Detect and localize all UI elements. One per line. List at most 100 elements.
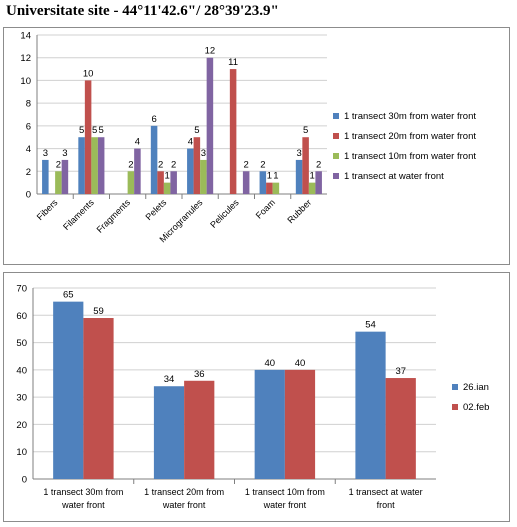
chart-legend-dates: 26.ian 02.feb: [452, 377, 489, 417]
data-label-26-ian-3: 54: [365, 320, 376, 331]
bar-26-ian-0: [53, 301, 84, 479]
x-category-label-filaments: Filaments: [61, 197, 96, 232]
bar-02-feb-1: [184, 380, 215, 479]
bar-1-transect-at-water-front-1: [97, 137, 105, 194]
legend-label: 1 transect 10m from water front: [344, 150, 476, 162]
data-label-1-transect-30m-from-water-front-7: 3: [296, 148, 301, 159]
y-tick-label: 12: [20, 53, 31, 64]
data-label-1-transect-at-water-front-2: 4: [135, 137, 140, 148]
data-label-1-transect-30m-from-water-front-1: 5: [79, 125, 84, 136]
page-title: Universitate site - 44°11'42.6"/ 28°39'2…: [6, 3, 279, 19]
bar-1-transect-30m-from-water-front-4: [187, 148, 194, 194]
bar-1-transect-30m-from-water-front-3: [150, 125, 158, 194]
y-tick-label: 40: [16, 365, 27, 376]
legend-item-1-transect-30m-from-water-front: 1 transect 30m from water front: [333, 106, 476, 126]
bar-1-transect-20m-from-water-front-3: [157, 171, 164, 194]
data-label-1-transect-30m-from-water-front-3: 6: [151, 114, 156, 125]
legend-item-26-ian: 26.ian: [452, 377, 489, 397]
bar-1-transect-10m-from-water-front-7: [308, 182, 316, 194]
data-label-02-feb-0: 59: [93, 306, 104, 317]
legend-label: 26.ian: [463, 381, 489, 393]
y-tick-label: 14: [20, 31, 31, 42]
y-tick-label: 8: [26, 99, 31, 110]
y-tick-label: 20: [16, 420, 27, 431]
bar-1-transect-30m-from-water-front-0: [42, 159, 49, 194]
y-tick-label: 6: [26, 121, 31, 132]
y-tick-label: 0: [22, 475, 27, 486]
bar-1-transect-20m-from-water-front-6: [266, 182, 273, 194]
bar-02-feb-2: [284, 369, 316, 479]
y-tick-label: 4: [26, 144, 31, 155]
y-tick-label: 70: [16, 284, 27, 295]
x-category-label-rubber: Rubber: [285, 197, 313, 225]
data-label-1-transect-30m-from-water-front-6: 2: [260, 159, 265, 170]
x-category-label-1-transect-20m-from-water-front: 1 transect 20m from water front: [144, 487, 224, 510]
legend-label: 02.feb: [463, 401, 490, 413]
legend-item-1-transect-at-water-front: 1 transect at water front: [333, 166, 476, 186]
data-label-1-transect-10m-from-water-front-2: 2: [128, 159, 133, 170]
legend-swatch: [452, 384, 458, 390]
data-label-1-transect-30m-from-water-front-0: 3: [43, 148, 48, 159]
x-category-label-1-transect-10m-from-water-front: 1 transect 10m from water front: [245, 487, 325, 510]
data-label-1-transect-at-water-front-4: 12: [205, 46, 216, 57]
bar-1-transect-30m-from-water-front-1: [78, 137, 85, 194]
data-label-02-feb-1: 36: [194, 369, 205, 380]
bar-26-ian-3: [355, 331, 386, 479]
legend-swatch: [452, 404, 458, 410]
chart-panel-totals-by-date: 0 10 20 30 40 50 60 70 1 transect 30m from water …: [3, 272, 510, 522]
bar-1-transect-30m-from-water-front-6: [259, 171, 267, 194]
data-label-1-transect-at-water-front-3: 2: [171, 159, 176, 170]
data-label-1-transect-30m-from-water-front-4: 4: [188, 137, 193, 148]
data-label-1-transect-at-water-front-5: 2: [244, 159, 249, 170]
x-category-label-foam: Foam: [254, 197, 277, 220]
y-tick-label: 50: [16, 338, 27, 349]
x-category-label-1-transect-at-water-front: 1 transect at water front: [349, 487, 423, 510]
data-label-1-transect-10m-from-water-front-1: 5: [92, 125, 97, 136]
bar-1-transect-at-water-front-0: [61, 159, 69, 194]
data-label-02-feb-2: 40: [295, 358, 306, 369]
data-label-1-transect-at-water-front-0: 3: [62, 148, 67, 159]
data-label-1-transect-at-water-front-1: 5: [99, 125, 104, 136]
data-label-1-transect-20m-from-water-front-7: 5: [303, 125, 308, 136]
x-category-label-1-transect-30m-from-water-front: 1 transect 30m from water front: [43, 487, 123, 510]
legend-item-1-transect-20m-from-water-front: 1 transect 20m from water front: [333, 126, 476, 146]
bar-1-transect-at-water-front-2: [134, 148, 141, 194]
y-tick-label: 2: [26, 167, 31, 178]
bar-1-transect-10m-from-water-front-0: [55, 171, 62, 194]
bar-1-transect-at-water-front-7: [315, 171, 322, 194]
bar-1-transect-10m-from-water-front-2: [127, 171, 135, 194]
data-label-1-transect-10m-from-water-front-7: 1: [309, 171, 314, 182]
legend-item-02-feb: 02.feb: [452, 397, 489, 417]
legend-swatch: [333, 173, 339, 179]
bar-26-ian-2: [254, 369, 285, 479]
data-label-02-feb-3: 37: [395, 366, 406, 377]
data-label-1-transect-20m-from-water-front-4: 5: [194, 125, 199, 136]
data-label-1-transect-at-water-front-7: 2: [316, 159, 321, 170]
y-tick-label: 30: [16, 393, 27, 404]
bar-1-transect-at-water-front-5: [242, 171, 250, 194]
data-label-1-transect-10m-from-water-front-6: 1: [273, 171, 278, 182]
x-category-label-pelicules: Pelicules: [208, 197, 241, 230]
x-category-label-fragments: Fragments: [95, 197, 133, 235]
legend-label: 1 transect 30m from water front: [344, 110, 476, 122]
bar-1-transect-30m-from-water-front-7: [295, 159, 303, 194]
legend-swatch: [333, 153, 339, 159]
bar-1-transect-20m-from-water-front-1: [84, 80, 92, 194]
legend-swatch: [333, 113, 339, 119]
bar-1-transect-10m-from-water-front-3: [163, 182, 171, 194]
x-category-label-fibers: Fibers: [35, 197, 60, 222]
bar-1-transect-20m-from-water-front-7: [302, 137, 309, 194]
legend-swatch: [333, 133, 339, 139]
data-label-1-transect-20m-from-water-front-5: 11: [228, 57, 238, 68]
data-label-1-transect-10m-from-water-front-4: 3: [201, 148, 206, 159]
data-label-1-transect-10m-from-water-front-3: 1: [164, 171, 169, 182]
y-tick-label: 10: [20, 76, 31, 87]
bar-1-transect-20m-from-water-front-4: [193, 137, 201, 194]
y-tick-label: 10: [16, 447, 27, 458]
bar-1-transect-10m-from-water-front-6: [272, 182, 280, 194]
data-label-26-ian-1: 34: [164, 374, 175, 385]
bar-1-transect-at-water-front-4: [206, 57, 214, 194]
bar-02-feb-3: [385, 378, 416, 479]
bar-02-feb-0: [83, 318, 114, 479]
